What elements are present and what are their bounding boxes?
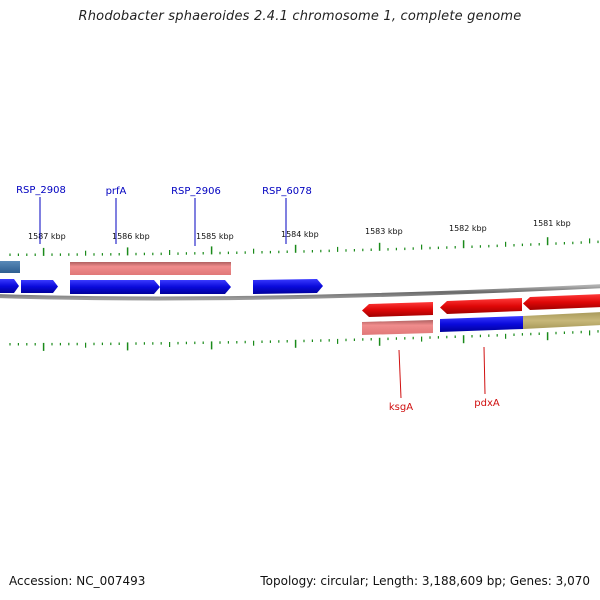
gene-feature-cds-reverse[interactable]	[523, 294, 600, 310]
gene-feature-cds-reverse[interactable]	[362, 302, 433, 317]
gene-feature-cds-forward[interactable]	[440, 316, 523, 332]
kbp-label: 1585 kbp	[196, 232, 234, 241]
gene-label-rsp-2906[interactable]: RSP_2906	[171, 186, 221, 197]
gene-feature-cds-forward[interactable]	[70, 280, 160, 294]
gene-label-rsp-2908[interactable]: RSP_2908	[16, 185, 66, 196]
gene-feature-cds-forward[interactable]	[160, 280, 231, 294]
accession-text: Accession: NC_007493	[9, 574, 146, 588]
kbp-label: 1587 kbp	[28, 232, 66, 241]
gene-feature-cds-forward[interactable]	[21, 280, 58, 293]
gene-feature-other[interactable]	[523, 312, 600, 329]
kbp-label: 1584 kbp	[281, 230, 319, 239]
label-leader-line	[398, 349, 402, 399]
gene-feature-rna[interactable]	[0, 261, 20, 273]
gene-label-pdxa[interactable]: pdxA	[474, 398, 500, 409]
kbp-label: 1581 kbp	[533, 219, 571, 228]
kbp-label: 1583 kbp	[365, 227, 403, 236]
kbp-label: 1582 kbp	[449, 224, 487, 233]
genome-backbone	[0, 284, 600, 301]
map-title: Rhodobacter sphaeroides 2.4.1 chromosome…	[78, 9, 522, 24]
tick-marks-outer	[9, 237, 599, 256]
kbp-label: 1586 kbp	[112, 232, 150, 241]
gene-label-ksga[interactable]: ksgA	[389, 402, 413, 413]
gene-feature-rna[interactable]	[70, 262, 231, 275]
topology-summary: Topology: circular; Length: 3,188,609 bp…	[260, 574, 590, 588]
label-leader-line	[483, 346, 486, 395]
gene-label-prfa[interactable]: prfA	[106, 186, 127, 197]
gene-feature-cds-forward[interactable]	[253, 279, 323, 294]
gene-label-rsp-6078[interactable]: RSP_6078	[262, 186, 312, 197]
gene-feature-cds-reverse[interactable]	[440, 298, 522, 314]
gene-feature-rna[interactable]	[362, 320, 433, 335]
tick-marks-inner	[9, 330, 599, 351]
gene-feature-cds-forward[interactable]	[0, 279, 19, 293]
